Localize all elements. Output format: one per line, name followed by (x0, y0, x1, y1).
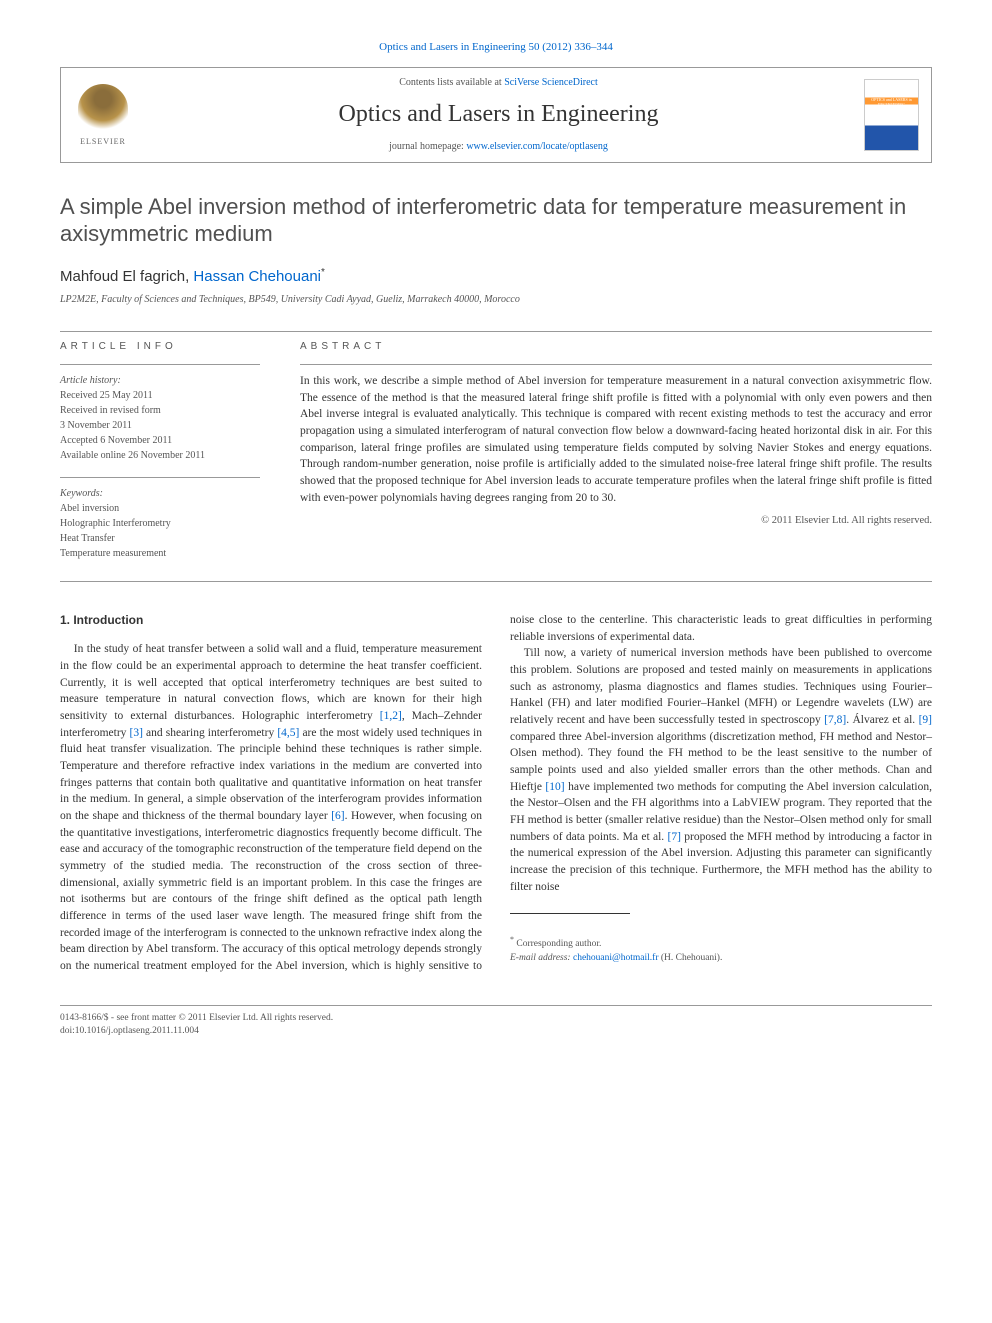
authors-line: Mahfoud El fagrich, Hassan Chehouani* (60, 266, 932, 287)
journal-cover-thumbnail: OPTICS and LASERS in ENGINEERING (864, 79, 919, 151)
corr-marker: * (510, 935, 514, 944)
history-3: Accepted 6 November 2011 (60, 433, 260, 448)
homepage-line: journal homepage: www.elsevier.com/locat… (133, 140, 864, 154)
corresponding-author-note: * Corresponding author. E-mail address: … (510, 934, 932, 965)
info-rule (60, 364, 260, 365)
p1-mid3: are the most widely used techniques in f… (60, 727, 482, 822)
elsevier-logo: ELSEVIER (73, 80, 133, 150)
body-p2: Till now, a variety of numerical inversi… (510, 645, 932, 895)
ref-1-2[interactable]: [1,2] (380, 710, 402, 722)
ref-7[interactable]: [7] (668, 831, 681, 843)
ref-7-8[interactable]: [7,8] (824, 714, 846, 726)
affiliation: LP2M2E, Faculty of Sciences and Techniqu… (60, 293, 932, 307)
journal-ref-link[interactable]: Optics and Lasers in Engineering 50 (201… (379, 41, 613, 53)
ref-6[interactable]: [6] (331, 810, 344, 822)
author-2-link[interactable]: Hassan Chehouani (193, 268, 321, 285)
ref-10[interactable]: [10] (545, 781, 564, 793)
abstract-copyright: © 2011 Elsevier Ltd. All rights reserved… (300, 514, 932, 529)
history-0: Received 25 May 2011 (60, 388, 260, 403)
keyword-3: Temperature measurement (60, 546, 260, 561)
meta-row: article info Article history: Received 2… (60, 340, 932, 561)
ref-3[interactable]: [3] (130, 727, 143, 739)
email-suffix: (H. Chehouani). (661, 953, 722, 963)
footnote-rule (510, 913, 630, 914)
journal-reference: Optics and Lasers in Engineering 50 (201… (60, 40, 932, 55)
elsevier-label: ELSEVIER (80, 136, 126, 147)
keyword-2: Heat Transfer (60, 531, 260, 546)
contents-prefix: Contents lists available at (399, 77, 504, 88)
abstract-label: abstract (300, 340, 932, 354)
keywords-label: Keywords: (60, 486, 260, 501)
rule-top (60, 331, 932, 332)
keyword-1: Holographic Interferometry (60, 516, 260, 531)
journal-name: Optics and Lasers in Engineering (133, 98, 864, 132)
history-label: Article history: (60, 373, 260, 388)
history-2: 3 November 2011 (60, 418, 260, 433)
contents-line: Contents lists available at SciVerse Sci… (133, 76, 864, 90)
article-info-block: article info Article history: Received 2… (60, 340, 260, 561)
sciencedirect-link[interactable]: SciVerse ScienceDirect (504, 77, 598, 88)
homepage-link[interactable]: www.elsevier.com/locate/optlaseng (466, 141, 608, 152)
journal-header-box: ELSEVIER Contents lists available at Sci… (60, 67, 932, 163)
ref-4-5[interactable]: [4,5] (277, 727, 299, 739)
author-1: Mahfoud El fagrich (60, 268, 185, 285)
rule-bottom (60, 581, 932, 582)
footer-doi: doi:10.1016/j.optlaseng.2011.11.004 (60, 1025, 932, 1038)
abstract-rule (300, 364, 932, 365)
keywords-block: Keywords: Abel inversion Holographic Int… (60, 486, 260, 561)
history-4: Available online 26 November 2011 (60, 448, 260, 463)
body-two-column: 1. Introduction In the study of heat tra… (60, 612, 932, 975)
section-heading-1: 1. Introduction (60, 612, 482, 629)
history-1: Received in revised form (60, 403, 260, 418)
info-rule-2 (60, 477, 260, 478)
history-block: Article history: Received 25 May 2011 Re… (60, 373, 260, 463)
footer-line1: 0143-8166/$ - see front matter © 2011 El… (60, 1012, 932, 1025)
homepage-prefix: journal homepage: (389, 141, 466, 152)
keyword-0: Abel inversion (60, 501, 260, 516)
p2-mid1: . Álvarez et al. (846, 714, 918, 726)
email-label: E-mail address: (510, 953, 571, 963)
corr-label: Corresponding author. (516, 940, 601, 950)
cover-text: OPTICS and LASERS in ENGINEERING (868, 98, 915, 107)
corr-marker-sup: * (321, 267, 325, 278)
abstract-block: abstract In this work, we describe a sim… (300, 340, 932, 561)
abstract-text: In this work, we describe a simple metho… (300, 373, 932, 506)
corresponding-email-link[interactable]: chehouani@hotmail.fr (573, 953, 659, 963)
p1-mid2: and shearing interferometry (143, 727, 277, 739)
article-info-label: article info (60, 340, 260, 354)
header-center: Contents lists available at SciVerse Sci… (133, 76, 864, 154)
elsevier-tree-icon (78, 84, 128, 134)
ref-9[interactable]: [9] (919, 714, 932, 726)
footer-block: 0143-8166/$ - see front matter © 2011 El… (60, 1005, 932, 1039)
article-title: A simple Abel inversion method of interf… (60, 193, 932, 248)
